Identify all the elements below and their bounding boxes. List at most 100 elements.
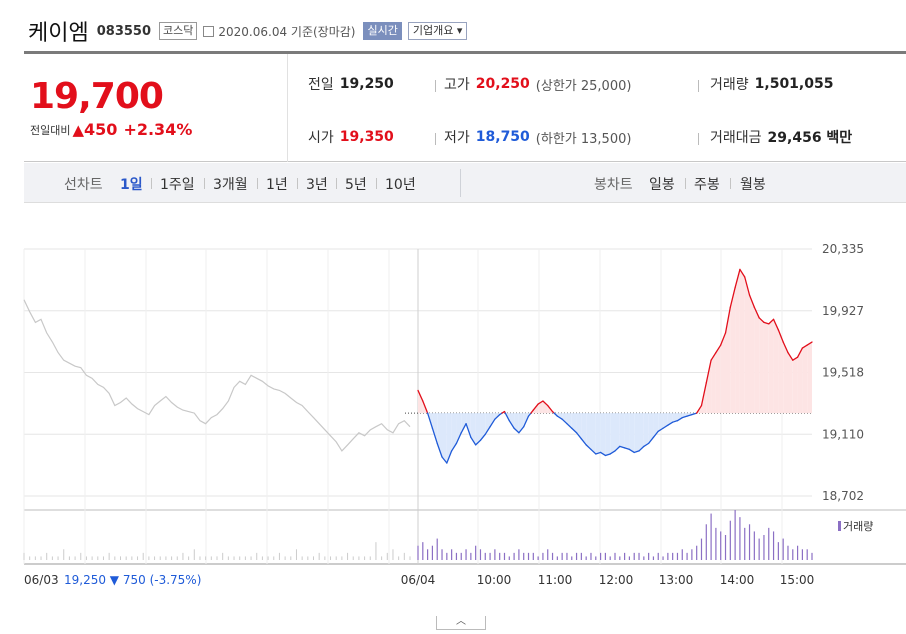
today-series-segment <box>470 436 477 446</box>
today-series-segment <box>513 427 520 434</box>
area-down <box>624 413 630 450</box>
today-series-segment <box>681 415 688 419</box>
tab-10year[interactable]: 10년 <box>385 177 416 193</box>
amount-value: 29,456 백만 <box>767 130 853 146</box>
low-cell: 저가 18,750 (하한가 13,500) <box>444 127 631 147</box>
x-tick-label: 12:00 <box>599 573 634 587</box>
today-series-segment <box>763 321 770 325</box>
today-series-segment <box>700 382 707 407</box>
today-series-segment <box>734 268 741 289</box>
today-series-segment <box>633 450 640 454</box>
open-cell: 시가 19,350 <box>308 127 394 147</box>
area-up <box>754 307 760 414</box>
area-up <box>768 319 774 414</box>
today-series-segment <box>619 445 626 449</box>
area-down <box>648 413 654 444</box>
company-name: 케이엠 <box>28 21 89 46</box>
today-series-segment <box>662 424 669 429</box>
x-tick-label: 06/03 <box>24 573 59 587</box>
area-down <box>451 413 457 451</box>
tab-1year[interactable]: 1년 <box>266 177 288 193</box>
area-down <box>595 413 601 454</box>
today-series-segment <box>537 400 544 405</box>
calendar-icon <box>203 25 215 37</box>
amount-label: 거래대금 <box>710 130 762 146</box>
tab-weekly[interactable]: 주봉 <box>694 177 720 193</box>
area-up <box>744 276 750 414</box>
today-series-segment <box>801 344 808 349</box>
today-series-segment <box>422 400 429 414</box>
area-up <box>797 348 803 414</box>
x-tick-label: 06/04 <box>401 573 436 587</box>
realtime-button[interactable]: 실시간 <box>363 22 402 40</box>
today-series-segment <box>787 351 794 361</box>
y-tick-label: 20,335 <box>822 242 864 256</box>
candle-chart-label: 봉차트 <box>594 177 633 193</box>
area-up <box>773 319 779 414</box>
collapse-button[interactable]: ︿ <box>436 616 486 630</box>
x-tick-label: 13:00 <box>659 573 694 587</box>
today-series-segment <box>489 418 496 428</box>
cell-divider <box>698 80 699 92</box>
area-up <box>787 352 793 414</box>
area-down <box>600 413 606 456</box>
high-value: 20,250 <box>475 76 530 92</box>
today-series-segment <box>604 453 611 457</box>
volume-value: 1,501,055 <box>754 76 834 92</box>
tab-3year[interactable]: 3년 <box>306 177 328 193</box>
today-series-segment <box>590 448 597 455</box>
area-up <box>715 345 721 414</box>
area-up <box>542 401 548 414</box>
up-triangle-icon: ▲ <box>72 120 85 139</box>
area-up <box>418 390 423 414</box>
area-up <box>807 342 812 414</box>
company-info-dropdown[interactable]: 기업개요 ▾ <box>407 22 468 40</box>
tab-5year[interactable]: 5년 <box>345 177 367 193</box>
area-up <box>763 322 769 414</box>
tab-monthly[interactable]: 월봉 <box>740 177 766 193</box>
tab-1week[interactable]: 1주일 <box>160 177 195 193</box>
low-value: 18,750 <box>475 129 530 145</box>
today-series-segment <box>441 456 448 464</box>
area-down <box>446 413 452 464</box>
today-series-segment <box>710 351 717 361</box>
today-series-segment <box>652 430 659 438</box>
chevron-up-icon: ︿ <box>456 616 466 627</box>
today-series-segment <box>523 415 530 428</box>
prev-day-series <box>23 299 411 452</box>
area-up <box>802 345 808 414</box>
cell-divider <box>698 133 699 145</box>
today-series-segment <box>782 341 789 354</box>
price-chart[interactable]: 20,335 19,927 19,518 19,110 18,702 거래량 06/03 06… <box>0 203 906 634</box>
area-down <box>571 413 577 433</box>
tab-3month[interactable]: 3개월 <box>213 177 248 193</box>
today-series-segment <box>595 451 602 455</box>
today-series-segment <box>647 436 655 445</box>
period-bar: 선차트 1일 1주일 3개월 1년 3년 5년 10년 봉차트 일봉 주봉 월봉 <box>24 163 906 203</box>
today-series-segment <box>715 344 722 354</box>
lower-limit: (하한가 13,500) <box>535 131 632 147</box>
area-down <box>562 413 567 424</box>
today-series-segment <box>753 306 760 319</box>
prev-day-summary: 19,250 ▼ 750 (-3.75%) <box>64 573 201 587</box>
area-down <box>615 413 620 451</box>
area-down <box>677 413 683 421</box>
line-chart-label: 선차트 <box>64 177 103 193</box>
area-down <box>610 413 615 454</box>
tab-divider <box>336 178 337 189</box>
top-divider <box>24 51 906 54</box>
area-down <box>619 413 625 448</box>
area-down <box>643 413 649 447</box>
today-series-segment <box>676 416 683 422</box>
open-label: 시가 <box>308 130 334 146</box>
today-series-segment <box>446 450 453 464</box>
area-down <box>514 413 519 433</box>
today-series-segment <box>436 442 443 458</box>
today-series-segment <box>547 404 554 413</box>
tab-1day[interactable]: 1일 <box>120 177 143 193</box>
today-series-segment <box>518 426 525 434</box>
tab-daily[interactable]: 일봉 <box>649 177 675 193</box>
today-series-segment <box>575 432 583 440</box>
today-series-segment <box>508 420 515 429</box>
